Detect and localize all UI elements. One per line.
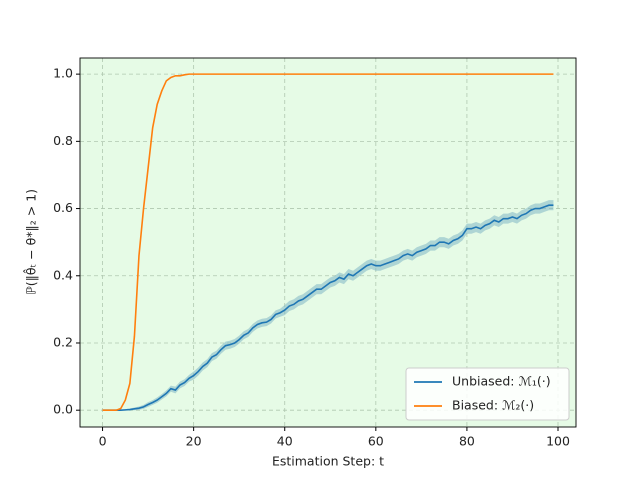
y-tick-label: 1.0: [53, 66, 73, 81]
x-tick-label: 0: [99, 434, 107, 449]
x-tick-label: 100: [546, 434, 570, 449]
legend: Unbiased: ℳ₁(·) Biased: ℳ₂(·): [405, 367, 570, 421]
legend-box: [405, 367, 570, 421]
x-tick-label: 60: [368, 434, 384, 449]
legend-label: Biased: ℳ₂(·): [452, 398, 534, 413]
x-tick-label: 80: [459, 434, 475, 449]
legend-label: Unbiased: ℳ₁(·): [452, 374, 551, 389]
plot-area: [80, 58, 576, 427]
y-tick-label: 0.8: [53, 133, 73, 148]
x-axis-label: Estimation Step: t: [272, 454, 384, 469]
x-tick-label: 20: [186, 434, 202, 449]
y-tick-label: 0.4: [53, 267, 73, 282]
confidence-band: [102, 200, 554, 411]
y-axis-label: ℙ(‖θ̂ₜ − θ*‖₂ > 1): [22, 189, 38, 295]
y-tick-label: 0.0: [53, 402, 73, 417]
plot-frame: [79, 57, 577, 428]
x-tick-label: 40: [277, 434, 293, 449]
data-line: [102, 73, 554, 411]
y-tick-label: 0.6: [53, 200, 73, 215]
y-tick-label: 0.2: [53, 334, 73, 349]
data-line: [102, 204, 554, 411]
